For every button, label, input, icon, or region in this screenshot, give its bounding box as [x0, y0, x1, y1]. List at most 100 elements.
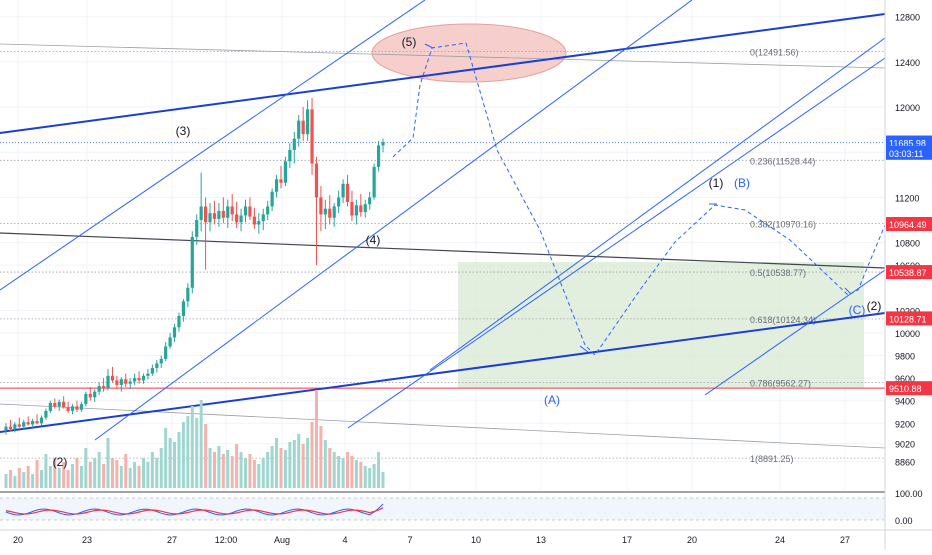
x-tick-label: 17: [622, 535, 632, 545]
price-badge: 03:03:11: [886, 145, 932, 160]
candle-body: [328, 208, 332, 218]
channel-line: [94, 0, 693, 441]
y-tick-label: 9400: [895, 397, 915, 407]
candle-body: [48, 402, 52, 411]
indicator-band: [0, 498, 885, 520]
volume-bar: [39, 470, 43, 488]
volume-bar: [26, 466, 30, 488]
volume-bar: [137, 466, 141, 488]
volume-bar: [150, 452, 154, 488]
volume-bar: [350, 456, 354, 488]
wave-labels: (2)(3)(4)(5)(1) (B)(A)(C) (2): [53, 35, 882, 469]
price-badge-bg: [886, 381, 932, 396]
price-badge-bg: [886, 265, 932, 280]
candle-body: [266, 206, 270, 215]
candle-body: [319, 197, 323, 215]
volume-bar: [57, 468, 61, 488]
candle-body: [88, 393, 92, 398]
volume-bar: [79, 466, 83, 488]
candle-body: [181, 301, 186, 316]
candle-body: [66, 407, 70, 411]
volume-bar: [359, 462, 363, 488]
volume-bar: [186, 416, 190, 488]
volume-bar: [164, 428, 168, 488]
candle-body: [350, 201, 354, 216]
candle-body: [332, 206, 336, 218]
candle-body: [270, 191, 274, 207]
candle-body: [376, 145, 381, 167]
volume-bar: [106, 438, 110, 488]
x-tick-label: 27: [840, 535, 850, 545]
candle-body: [337, 197, 341, 207]
volume-bar: [44, 454, 48, 488]
candle-body: [310, 109, 314, 164]
x-tick-label: 10: [471, 535, 481, 545]
projection-path: [392, 42, 886, 356]
x-tick-label: 4: [342, 535, 347, 545]
volume-bar: [328, 448, 332, 488]
y-tick-label: 10000: [895, 329, 920, 339]
fib-label: 0.382(10970.16): [750, 219, 816, 229]
volume-bar: [119, 466, 123, 488]
x-tick-label: 27: [167, 535, 177, 545]
volume-bar: [288, 442, 292, 488]
gray-line-upper: [0, 43, 886, 69]
candle-body: [17, 424, 21, 427]
x-tick-label: 24: [775, 535, 785, 545]
volume-bar: [341, 458, 345, 488]
volume-bar: [306, 438, 310, 488]
fib-label: 0.236(11528.44): [750, 156, 815, 166]
volume-bar: [155, 458, 159, 488]
volume-bar: [195, 418, 199, 488]
volume-bar: [62, 462, 66, 488]
candles: [4, 98, 385, 435]
volume-bar: [248, 454, 252, 488]
channel-line: [704, 269, 886, 396]
volume-bar: [292, 440, 296, 488]
fib-label: 0.786(9562.27): [750, 378, 811, 388]
channels: [0, 0, 886, 441]
candle-body: [323, 208, 327, 215]
candle-body: [341, 183, 345, 198]
fib-label: 0.618(10124.34): [750, 315, 816, 325]
volume-bar: [270, 446, 274, 488]
price-badge: 9510.88: [886, 381, 932, 396]
volume-bar: [354, 460, 358, 488]
volume-bar: [217, 446, 221, 488]
candle-body: [26, 422, 30, 425]
volume-bar: [314, 390, 318, 488]
candle-body: [190, 236, 194, 288]
candle-body: [261, 214, 265, 222]
volume-bar: [53, 458, 57, 488]
volume-bar: [102, 464, 106, 488]
price-badge: 10538.87: [886, 265, 932, 280]
volume-bar: [310, 422, 314, 488]
candle-body: [31, 421, 35, 425]
candle-body: [208, 213, 212, 223]
indicator-tick-label: 100.00: [895, 489, 923, 499]
candle-body: [70, 406, 75, 411]
y-tick-label: 10800: [895, 239, 920, 249]
candle-body: [137, 378, 141, 381]
price-badge: 10964.49: [886, 217, 932, 232]
x-tick-label: Aug: [274, 535, 290, 545]
candle-body: [44, 410, 48, 418]
volume-bar: [8, 470, 12, 488]
candle-body: [141, 375, 146, 381]
stoch-d-line: [5, 507, 384, 515]
volume-bar: [13, 476, 17, 488]
candle-body: [133, 378, 137, 382]
candle-body: [115, 380, 119, 385]
candle-body: [301, 120, 305, 135]
candle-body: [110, 375, 115, 381]
volume-bar: [337, 456, 341, 488]
candle-body: [235, 214, 239, 223]
x-tick-label: 20: [687, 535, 697, 545]
price-badge-bg: [886, 311, 932, 326]
candle-body: [35, 421, 39, 424]
candle-body: [248, 206, 252, 217]
volume-bar: [199, 400, 203, 488]
volume-bar: [35, 460, 39, 488]
volume-bar: [115, 460, 119, 488]
